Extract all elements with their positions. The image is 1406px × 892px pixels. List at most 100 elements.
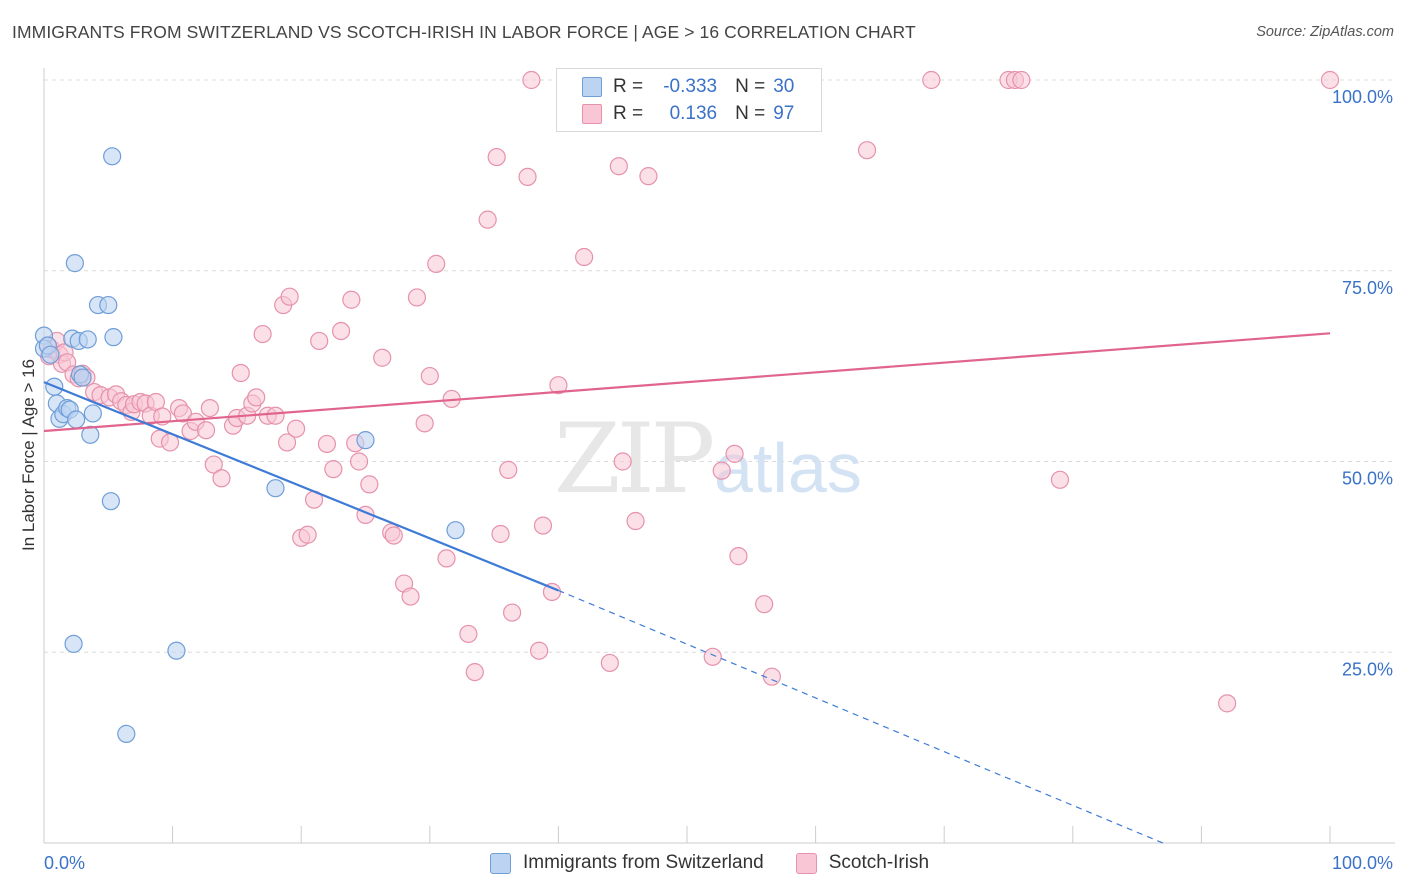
scotch-irish-point — [857, 141, 877, 160]
scotch-irish-point — [280, 287, 299, 306]
scotch-irish-point — [342, 290, 361, 309]
x-tick-label: 100.0% — [1332, 853, 1393, 873]
y-tick-label: 50.0% — [1342, 469, 1393, 489]
y-tick-label: 25.0% — [1342, 659, 1393, 679]
scotch-irish-point — [212, 469, 231, 488]
scotch-irish-point — [922, 70, 941, 90]
scotch-irish-point — [703, 647, 722, 666]
scotch-irish-point — [600, 653, 619, 673]
y-tick-label: 100.0% — [1332, 87, 1393, 107]
legend-r-value-scotch-irish: 0.136 — [669, 103, 718, 124]
source-credit: Source: ZipAtlas.com — [1256, 24, 1394, 40]
scotch-irish-point — [518, 167, 537, 187]
switzerland-trend-line — [43, 381, 559, 592]
scotch-irish-point — [200, 398, 219, 418]
switzerland-point — [99, 295, 118, 315]
scotch-irish-point — [407, 288, 427, 307]
switzerland-point — [167, 641, 186, 660]
scotch-irish-point — [310, 331, 329, 351]
series-label-scotch-irish: Scotch-Irish — [828, 852, 930, 873]
scotch-irish-point — [499, 460, 518, 479]
series-swatch-switzerland — [490, 852, 511, 874]
legend-swatch-scotch-irish — [582, 104, 602, 124]
series-legend-switzerland: Immigrants from Switzerland — [490, 852, 764, 874]
scotch-irish-point — [298, 525, 317, 544]
scotch-irish-point — [331, 321, 351, 341]
y-axis-label: In Labor Force | Age > 16 — [19, 359, 38, 551]
scotch-irish-point — [542, 582, 562, 602]
scotch-irish-point — [401, 587, 420, 606]
legend-r-label: R = — [613, 103, 644, 124]
scotch-irish-point — [373, 348, 392, 367]
scotch-irish-point — [478, 210, 497, 229]
series-legend: Immigrants from Switzerland Scotch-Irish — [490, 852, 961, 874]
scotch-irish-point — [360, 475, 379, 494]
switzerland-point — [67, 410, 86, 429]
stats-legend: R = -0.333 N = 30 R = 0.136 N = 97 — [556, 68, 822, 132]
trend-lines — [43, 332, 1331, 844]
scotch-irish-point — [613, 452, 632, 471]
scotch-irish-point — [437, 549, 456, 568]
scotch-irish-point — [712, 461, 731, 480]
scotch-irish-point — [491, 524, 510, 544]
series-label-switzerland: Immigrants from Switzerland — [523, 852, 764, 873]
switzerland-point — [73, 368, 92, 387]
series-legend-scotch-irish: Scotch-Irish — [795, 852, 930, 874]
switzerland-point — [64, 634, 83, 653]
legend-r-value-switzerland: -0.333 — [663, 76, 718, 97]
legend-n-value-switzerland: 30 — [773, 76, 795, 97]
scotch-irish-point — [755, 595, 774, 614]
scotch-irish-point — [465, 662, 484, 682]
watermark: ZIP atlas — [554, 403, 862, 515]
legend-r-label: R = — [613, 76, 644, 97]
switzerland-point — [41, 345, 60, 364]
scotch-irish-point — [609, 157, 628, 176]
scotch-irish-point — [530, 641, 549, 660]
scotch-irish-point — [1218, 694, 1237, 713]
legend-row-switzerland: R = -0.333 N = 30 — [582, 75, 795, 99]
legend-n-label: N = — [735, 76, 766, 97]
scotch-irish-point — [549, 376, 568, 395]
scotch-irish-points — [38, 70, 1340, 713]
legend-n-label: N = — [735, 103, 766, 124]
scotch-irish-point — [317, 434, 337, 454]
chart-title: IMMIGRANTS FROM SWITZERLAND VS SCOTCH-IR… — [12, 22, 916, 42]
scotch-irish-point — [575, 247, 594, 267]
scotch-irish-point — [204, 455, 223, 474]
x-tick-label: 0.0% — [44, 853, 85, 873]
switzerland-point — [65, 254, 84, 273]
scotch-irish-point — [487, 147, 506, 167]
scotch-irish-trend-line — [43, 332, 1331, 433]
switzerland-point — [101, 492, 120, 511]
switzerland-point — [103, 147, 122, 166]
watermark-zip: ZIP — [554, 403, 713, 515]
scotch-irish-point — [173, 404, 192, 423]
scotch-irish-point — [415, 414, 434, 433]
switzerland-point — [83, 404, 102, 423]
scotch-irish-point — [247, 388, 266, 407]
switzerland-points — [34, 147, 465, 743]
scotch-irish-point — [1320, 70, 1340, 90]
switzerland-point — [81, 425, 100, 444]
scotch-irish-point — [253, 324, 272, 344]
watermark-atlas: atlas — [714, 429, 862, 507]
scotch-irish-point — [1050, 470, 1070, 489]
scotch-irish-point — [503, 603, 522, 622]
switzerland-point — [117, 724, 136, 743]
scotch-irish-point — [639, 167, 658, 186]
scotch-irish-point — [533, 516, 553, 535]
legend-swatch-switzerland — [582, 77, 602, 97]
scotch-irish-point — [626, 511, 645, 531]
scotch-irish-point — [231, 363, 250, 383]
scotch-irish-point — [277, 433, 297, 452]
scotch-irish-point — [349, 452, 369, 471]
legend-row-scotch-irish: R = 0.136 N = 97 — [582, 102, 794, 126]
scotch-irish-point — [427, 254, 446, 273]
switzerland-point — [78, 330, 97, 349]
scotch-irish-point — [324, 460, 343, 479]
scotch-irish-point — [286, 419, 306, 438]
scotch-irish-point — [196, 421, 216, 440]
scotch-irish-point — [729, 547, 748, 566]
switzerland-point — [446, 521, 465, 540]
